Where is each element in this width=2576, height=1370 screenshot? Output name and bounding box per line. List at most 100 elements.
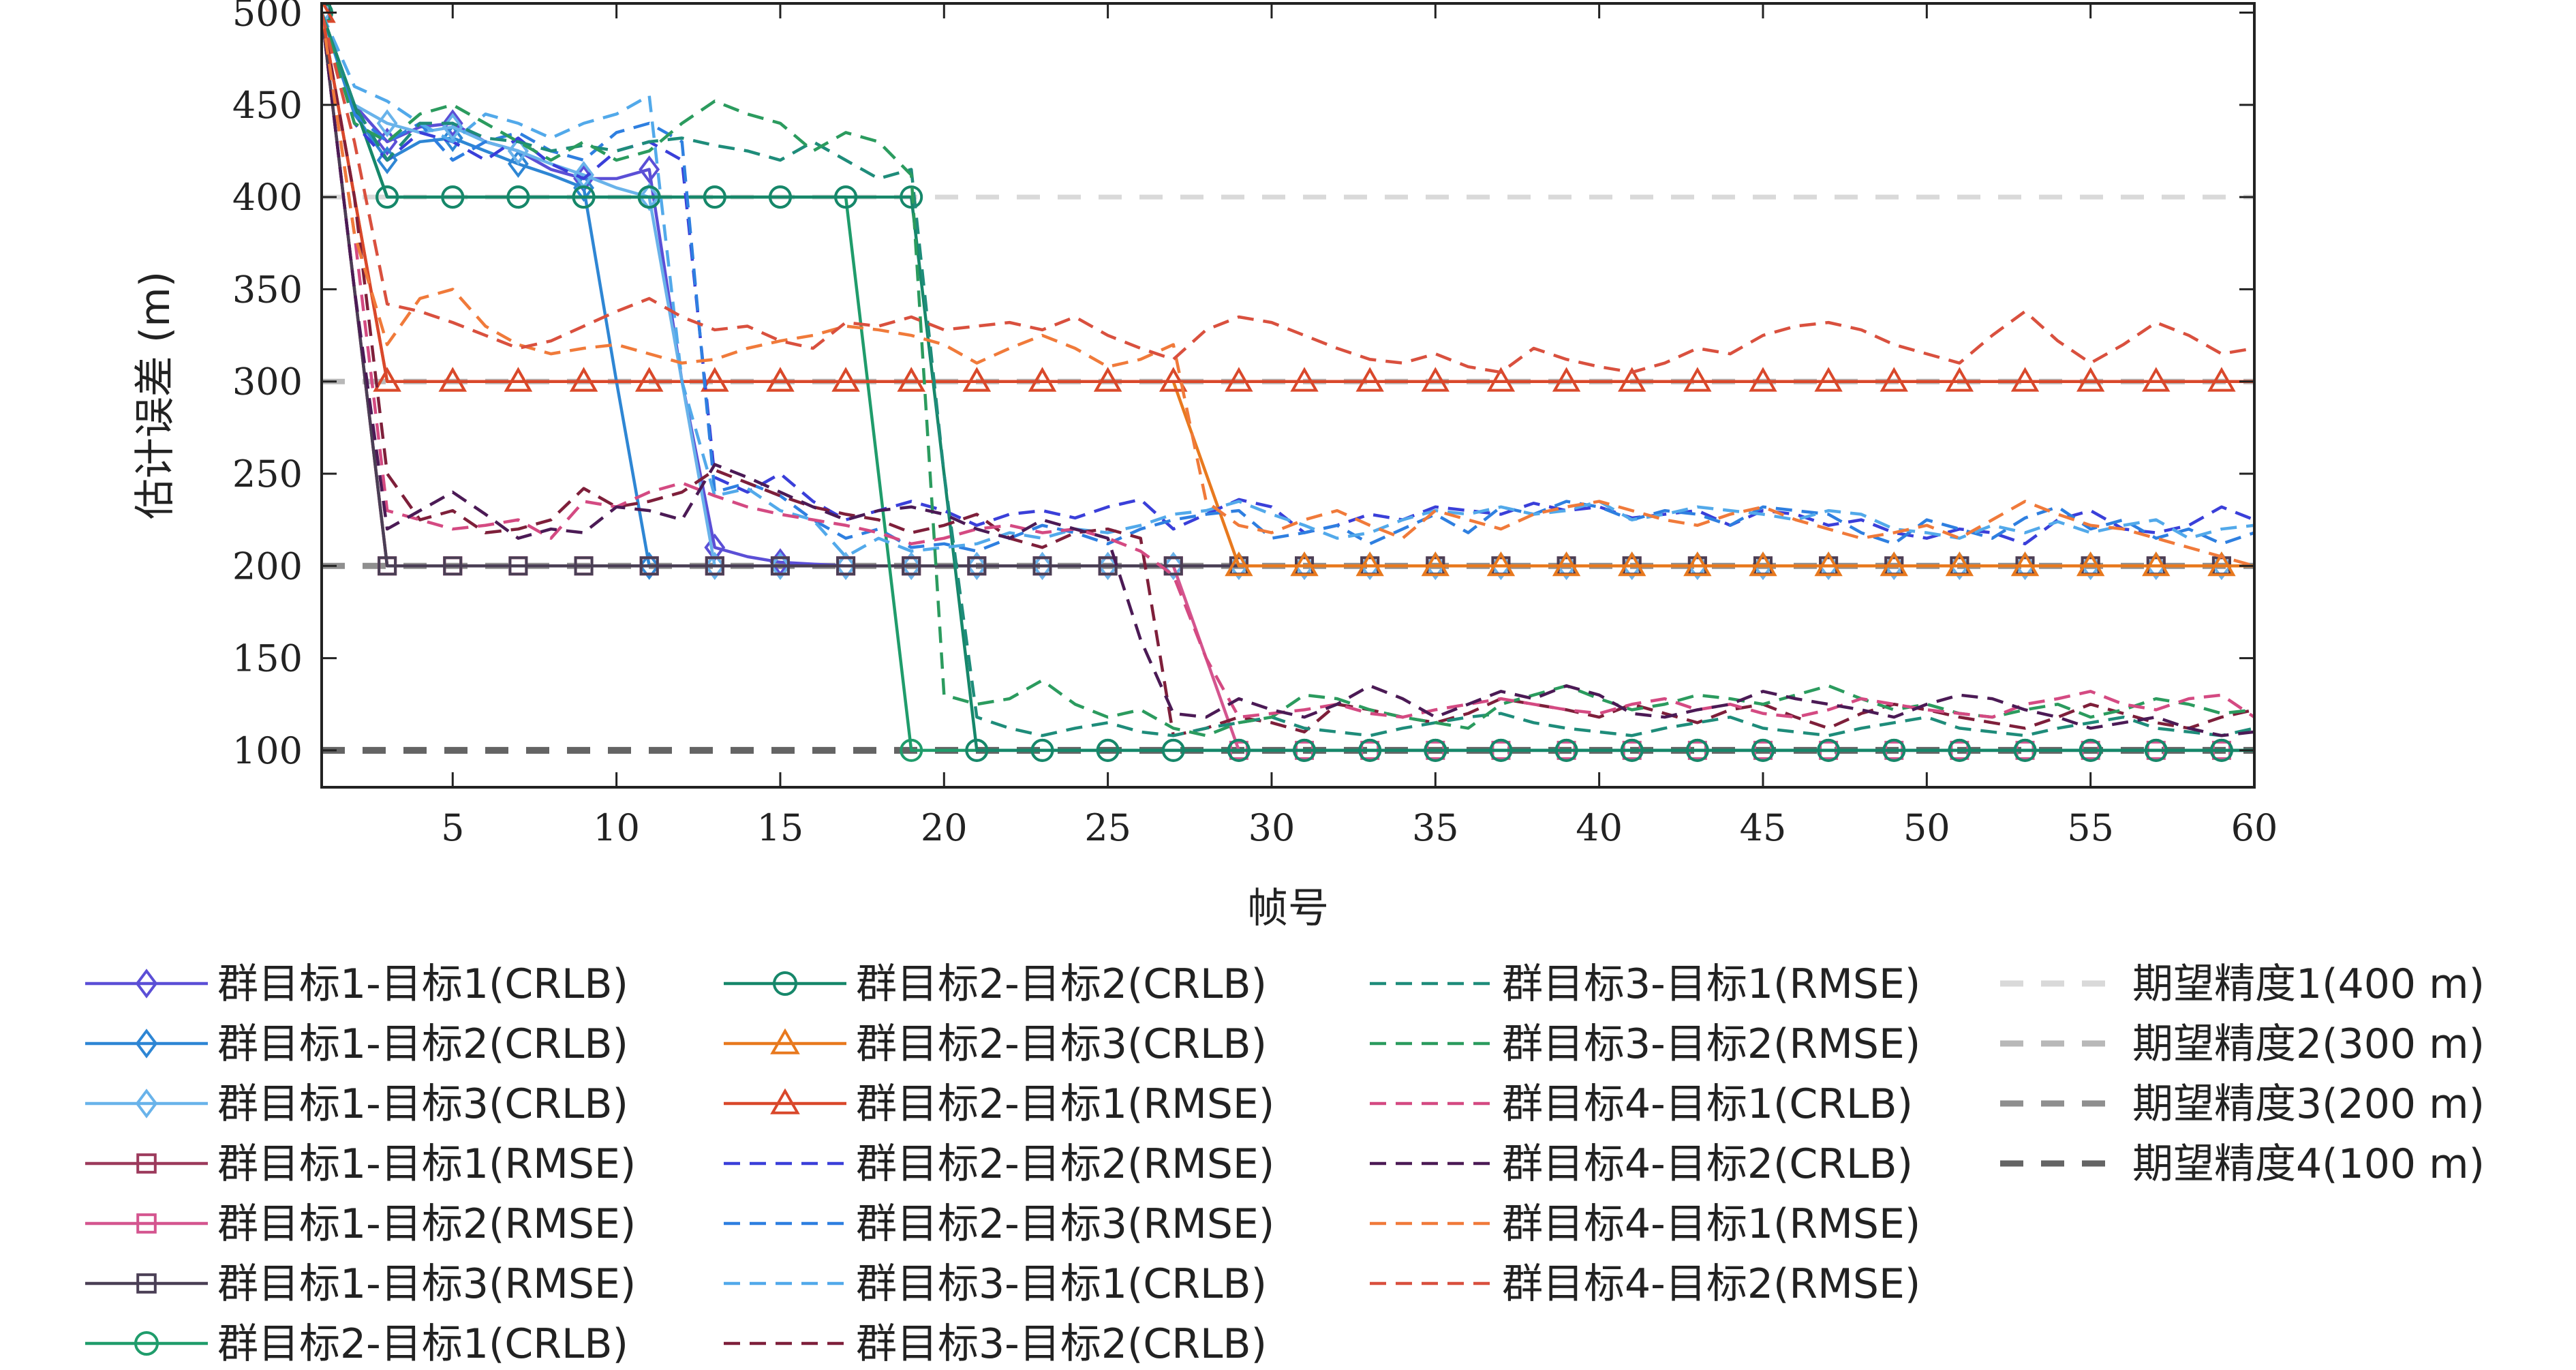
data-point-series-3 [704, 551, 726, 580]
series-line-19 [322, 12, 2254, 568]
series-line-6 [322, 12, 2254, 568]
legend-item: 期望精度3(200 m) [2000, 1080, 2485, 1128]
data-point-series-10 [1749, 367, 1777, 392]
data-point-series-1 [639, 155, 660, 184]
legend-label: 群目标1-目标2(CRLB) [217, 1020, 628, 1068]
data-point-series-3 [1097, 551, 1119, 580]
data-point-series-10 [1618, 367, 1646, 392]
series-8 [322, 3, 2254, 762]
data-point-series-10 [1814, 367, 1843, 392]
data-point-series-3 [966, 551, 987, 580]
legend-item: 群目标2-目标2(CRLB) [724, 960, 1267, 1008]
series-line-11 [322, 12, 2254, 546]
data-point-series-9 [2076, 551, 2105, 577]
data-point-series-1 [442, 109, 463, 138]
data-point-series-8 [1620, 738, 1644, 762]
data-point-series-10 [438, 367, 467, 392]
data-point-series-10 [2207, 367, 2236, 392]
plot-frame [320, 2, 2256, 789]
data-point-series-10 [2076, 367, 2105, 392]
data-point-series-7 [900, 738, 923, 762]
y-tick-label: 150 [232, 637, 303, 680]
data-point-series-2 [639, 551, 660, 580]
data-point-series-6 [1032, 556, 1052, 576]
data-point-series-10 [322, 3, 336, 23]
data-point-series-8 [1882, 738, 1906, 762]
legend-item: 群目标4-目标1(CRLB) [1370, 1080, 1913, 1128]
y-tick-label: 100 [232, 729, 303, 772]
legend-item: 群目标1-目标3(CRLB) [85, 1080, 628, 1128]
legend-item: 群目标1-目标2(CRLB) [85, 1020, 628, 1068]
legend-label: 群目标4-目标2(CRLB) [1502, 1140, 1913, 1188]
y-tick-label: 500 [232, 0, 303, 35]
series-line-15 [322, 12, 2254, 737]
legend-label: 群目标3-目标1(RMSE) [1502, 960, 1920, 1008]
y-tick-label: 450 [232, 84, 303, 127]
legend-label: 期望精度3(200 m) [2132, 1080, 2485, 1128]
data-point-series-8 [1096, 738, 1120, 762]
series-line-14 [322, 12, 2254, 737]
legend-label: 群目标2-目标1(RMSE) [856, 1080, 1274, 1128]
legend-item: 群目标4-目标1(RMSE) [1370, 1200, 1920, 1248]
data-point-series-6 [1098, 556, 1118, 576]
data-point-series-10 [1880, 367, 1908, 392]
legend-item: 群目标4-目标2(CRLB) [1370, 1140, 1913, 1188]
data-point-series-10 [373, 367, 401, 392]
y-tick-label: 200 [232, 545, 303, 588]
x-tick-label: 50 [1903, 806, 1950, 849]
legend-item: 群目标2-目标2(RMSE) [724, 1140, 1274, 1188]
data-point-series-9 [1749, 551, 1777, 577]
data-point-series-8 [375, 185, 399, 209]
y-tick-label: 350 [232, 268, 303, 311]
series-line-17 [322, 12, 2254, 719]
legend-label: 群目标1-目标3(CRLB) [217, 1080, 628, 1128]
data-point-series-8 [768, 185, 792, 209]
data-point-series-2 [376, 146, 398, 174]
x-tick-label: 35 [1412, 806, 1459, 849]
data-point-series-10 [1355, 367, 1384, 392]
data-point-series-8 [2013, 738, 2037, 762]
data-point-series-8 [1489, 738, 1513, 762]
data-point-series-9 [2207, 551, 2236, 577]
legend-label: 群目标2-目标1(CRLB) [217, 1320, 628, 1368]
x-tick-label: 40 [1576, 806, 1623, 849]
series-line-18 [322, 12, 2254, 737]
legend-label: 期望精度2(300 m) [2132, 1020, 2485, 1068]
data-point-series-9 [1880, 551, 1908, 577]
data-point-series-8 [1751, 738, 1775, 762]
data-point-series-3 [1032, 551, 1053, 580]
legend-item: 群目标3-目标2(RMSE) [1370, 1020, 1920, 1068]
data-point-series-9 [2010, 551, 2040, 577]
series-line-12 [322, 12, 2254, 553]
legend-item: 群目标1-目标2(RMSE) [85, 1200, 636, 1248]
data-point-series-10 [1225, 367, 1253, 392]
series-1 [322, 3, 2254, 580]
data-point-series-8 [900, 185, 923, 209]
data-point-series-8 [1161, 738, 1185, 762]
legend: 群目标1-目标1(CRLB) 群目标1-目标2(CRLB) 群目标1-目标3(CRL… [85, 960, 2485, 1368]
data-point-series-10 [1552, 367, 1581, 392]
y-tick-label: 250 [232, 453, 303, 496]
legend-item: 群目标3-目标1(CRLB) [724, 1260, 1267, 1308]
legend-item: 群目标3-目标2(CRLB) [724, 1320, 1267, 1368]
data-point-series-6 [443, 556, 463, 576]
legend-label: 群目标3-目标2(RMSE) [1502, 1020, 1920, 1068]
data-point-series-10 [962, 367, 992, 392]
legend-marker [136, 1153, 157, 1174]
x-tick-label: 20 [921, 806, 968, 849]
series-line-13 [322, 12, 2254, 559]
x-tick-label: 30 [1248, 806, 1295, 849]
legend-marker [135, 1029, 158, 1059]
legend-marker [135, 969, 158, 999]
data-point-series-6 [508, 556, 528, 576]
legend-label: 群目标1-目标2(RMSE) [217, 1200, 636, 1248]
data-point-series-10 [2142, 367, 2171, 392]
axes: 100 150 200 250 300 350 400 450 500 5 10 15 20 25 30 35… [132, 0, 2278, 932]
x-tick-label: 45 [1740, 806, 1787, 849]
series-12 [322, 12, 2254, 553]
data-point-series-2 [507, 149, 529, 178]
legend-marker [136, 1273, 157, 1294]
legend-marker [135, 1089, 158, 1118]
series-4 [322, 3, 2254, 576]
series-10 [322, 3, 2254, 392]
